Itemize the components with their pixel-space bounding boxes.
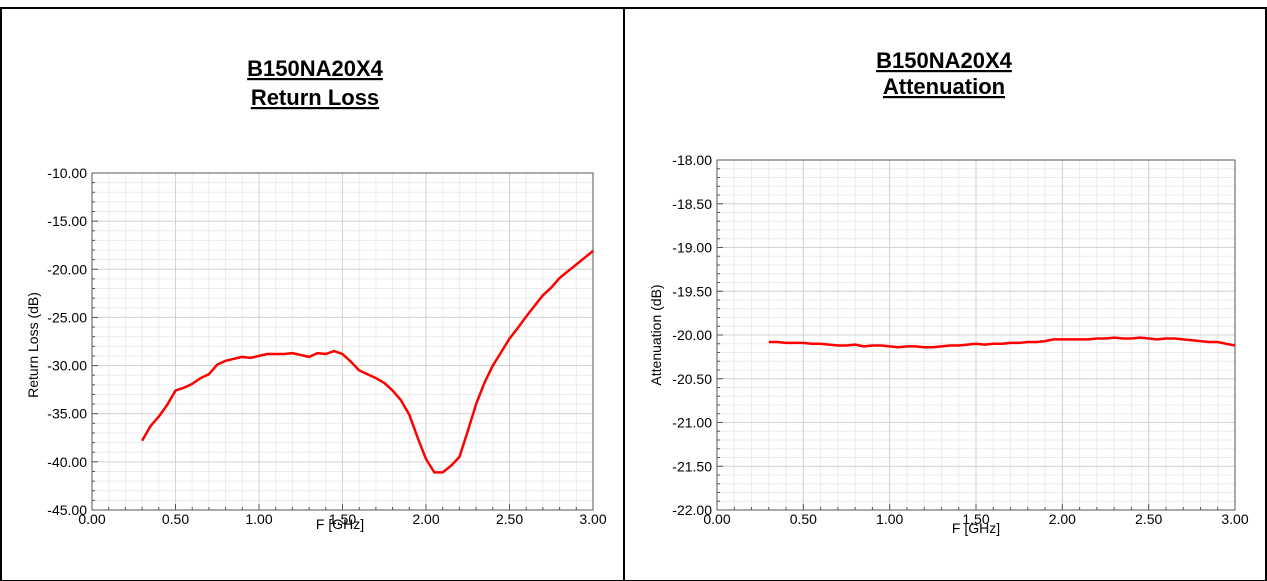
attenuation-y-tick-label: -20.00 [672,327,712,343]
return-loss-x-tick-label: 2.00 [412,511,439,527]
attenuation-grid [716,159,1236,511]
attenuation-x-tick-label: 0.00 [703,511,730,527]
return-loss-y-tick-label: -25.00 [47,309,87,325]
return-loss-y-tick-label: -15.00 [47,213,87,229]
right-panel-border [623,7,1267,581]
return-loss-y-tick-label: -20.00 [47,261,87,277]
return-loss-ticks: 0.00 0.50 1.00 1.50 2.00 2.50 3.00 -10.00 -15.00… [47,165,607,527]
return-loss-y-tick-label: -10.00 [47,165,87,181]
attenuation-x-axis-label: F [GHz] [952,520,1000,536]
attenuation-y-tick-label: -19.00 [672,240,712,256]
return-loss-y-axis-label: Return Loss (dB) [25,292,41,398]
return-loss-y-tick-label: -30.00 [47,358,87,374]
return-loss-x-tick-label: 0.00 [78,511,105,527]
return-loss-y-tick-label: -40.00 [47,454,87,470]
return-loss-x-tick-label: 3.00 [579,511,606,527]
attenuation-x-tick-label: 2.50 [1135,511,1162,527]
return-loss-chart-title: B150NA20X4 [247,56,384,81]
return-loss-x-axis-label: F [GHz] [316,516,364,532]
attenuation-y-tick-label: -20.50 [672,371,712,387]
return-loss-x-tick-label: 1.50 [329,511,356,527]
attenuation-ticks: 0.00 0.50 1.00 1.50 2.00 2.50 3.00 -18.00 -18.50… [672,152,1249,527]
return-loss-chart: B150NA20X4 Return Loss 0.00 0.50 1.00 1.50 2… [25,56,607,532]
return-loss-x-tick-label: 0.50 [162,511,189,527]
attenuation-y-tick-label: -18.50 [672,196,712,212]
return-loss-x-tick-label: 1.00 [245,511,272,527]
return-loss-series-line [141,250,594,474]
return-loss-y-tick-label: -45.00 [47,502,87,518]
return-loss-x-tick-label: 2.50 [496,511,523,527]
attenuation-chart-title: B150NA20X4 [876,48,1013,73]
attenuation-chart-subtitle: Attenuation [883,74,1005,99]
attenuation-y-axis-label: Attenuation (dB) [648,284,664,385]
attenuation-x-tick-label: 2.00 [1049,511,1076,527]
attenuation-x-tick-label: 0.50 [790,511,817,527]
attenuation-chart: B150NA20X4 Attenuation 0.00 0.50 1.00 1.50 2… [648,48,1249,536]
attenuation-y-tick-label: -21.50 [672,458,712,474]
attenuation-x-tick-label: 3.00 [1221,511,1248,527]
attenuation-series-line [768,336,1236,349]
return-loss-chart-subtitle: Return Loss [251,85,379,110]
attenuation-y-tick-label: -21.00 [672,415,712,431]
attenuation-x-tick-label: 1.00 [876,511,903,527]
attenuation-x-tick-label: 1.50 [962,511,989,527]
attenuation-y-tick-label: -18.00 [672,152,712,168]
attenuation-y-tick-label: -19.50 [672,283,712,299]
attenuation-y-tick-label: -22.00 [672,502,712,518]
return-loss-y-tick-label: -35.00 [47,406,87,422]
return-loss-grid [91,172,594,511]
